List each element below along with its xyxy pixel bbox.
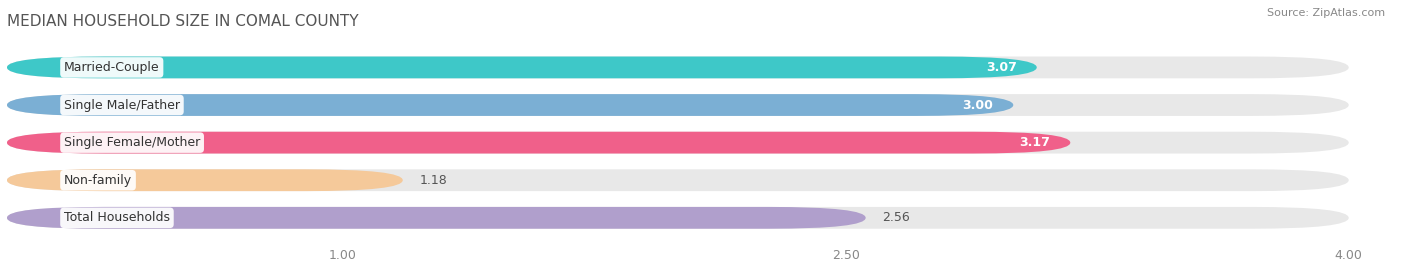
Text: 3.17: 3.17 (1019, 136, 1050, 149)
FancyBboxPatch shape (7, 207, 1348, 229)
FancyBboxPatch shape (7, 169, 1348, 191)
Text: Married-Couple: Married-Couple (63, 61, 160, 74)
FancyBboxPatch shape (7, 56, 1348, 78)
Text: 2.56: 2.56 (883, 211, 910, 224)
FancyBboxPatch shape (7, 132, 1070, 154)
FancyBboxPatch shape (7, 94, 1014, 116)
Text: 3.00: 3.00 (962, 98, 993, 112)
Text: Single Female/Mother: Single Female/Mother (63, 136, 200, 149)
Text: 1.18: 1.18 (419, 174, 447, 187)
FancyBboxPatch shape (7, 94, 1348, 116)
Text: MEDIAN HOUSEHOLD SIZE IN COMAL COUNTY: MEDIAN HOUSEHOLD SIZE IN COMAL COUNTY (7, 15, 359, 30)
Text: 3.07: 3.07 (986, 61, 1017, 74)
FancyBboxPatch shape (7, 56, 1036, 78)
FancyBboxPatch shape (7, 132, 1348, 154)
Text: Total Households: Total Households (63, 211, 170, 224)
Text: Non-family: Non-family (63, 174, 132, 187)
Text: Single Male/Father: Single Male/Father (63, 98, 180, 112)
FancyBboxPatch shape (7, 207, 866, 229)
FancyBboxPatch shape (7, 169, 402, 191)
Text: Source: ZipAtlas.com: Source: ZipAtlas.com (1267, 8, 1385, 18)
